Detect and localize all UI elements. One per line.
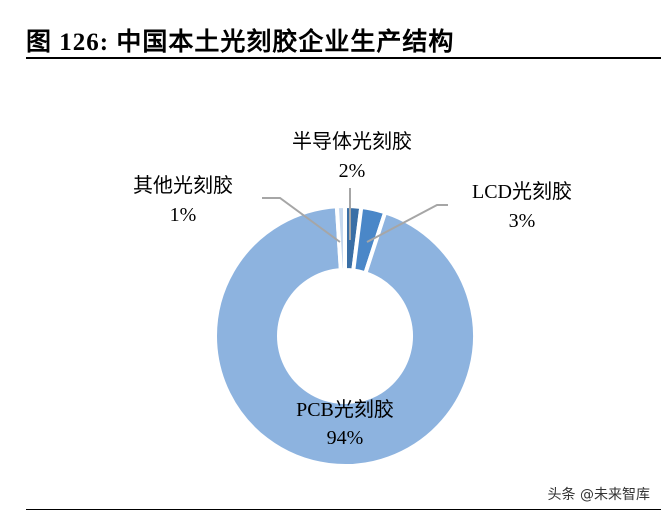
label-semiconductor-name: 半导体光刻胶: [292, 130, 412, 153]
label-lcd-value: 3%: [509, 210, 536, 232]
leader-line-other: [262, 197, 341, 243]
label-pcb-name: PCB光刻胶: [296, 398, 394, 421]
label-lcd-name: LCD光刻胶: [472, 180, 572, 203]
donut-slice-3: [334, 203, 347, 273]
label-pcb-value: 94%: [327, 427, 364, 449]
label-semiconductor-value: 2%: [339, 160, 366, 182]
chart-title: 图 126: 中国本土光刻胶企业生产结构: [26, 29, 455, 56]
label-other-name: 其他光刻胶: [133, 174, 233, 197]
label-other-value: 1%: [170, 204, 197, 226]
watermark: 头条 @未来智库: [547, 487, 650, 503]
leader-line-lcd: [366, 204, 448, 243]
donut-slice-2: [213, 204, 477, 468]
title-rule: [26, 57, 661, 59]
bottom-rule: [26, 509, 661, 510]
